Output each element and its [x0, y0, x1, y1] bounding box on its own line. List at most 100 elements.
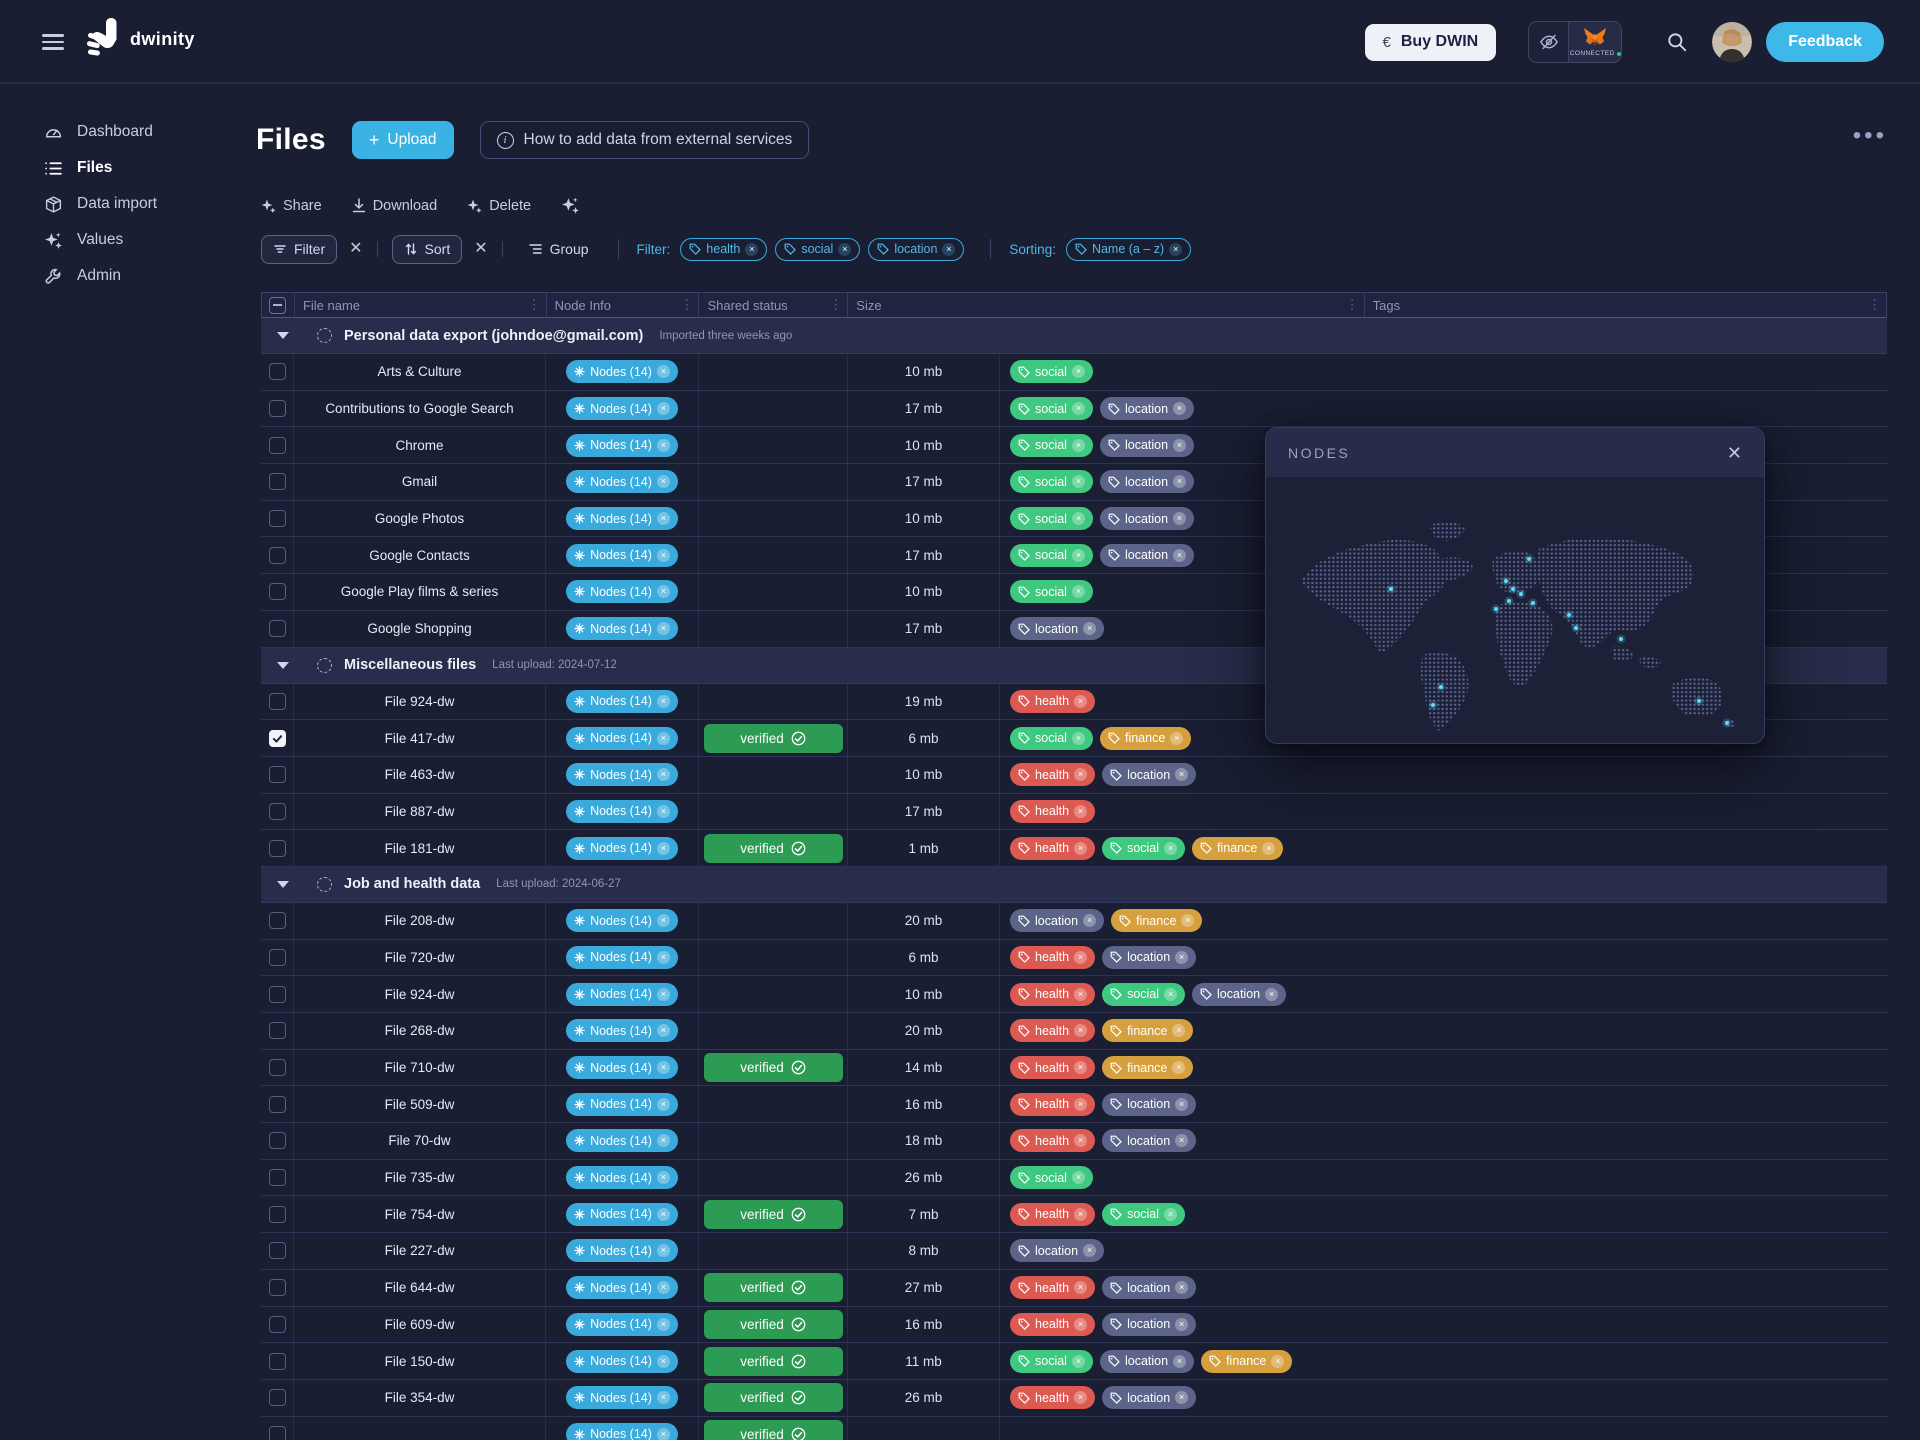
nodes-chip[interactable]: Nodes (14) ×	[566, 433, 678, 457]
remove-tag-icon[interactable]: ×	[1074, 987, 1088, 1001]
sidebar-item-admin[interactable]: Admin	[0, 258, 256, 294]
row-checkbox[interactable]	[268, 1389, 286, 1407]
row-checkbox[interactable]	[268, 583, 286, 601]
remove-tag-icon[interactable]: ×	[1071, 365, 1085, 379]
column-menu-icon[interactable]: ⋮	[1345, 297, 1359, 312]
filter-chip-social[interactable]: social ×	[775, 237, 861, 261]
tag-chip-social[interactable]: social ×	[1010, 397, 1093, 421]
tag-chip-location[interactable]: location ×	[1099, 1349, 1195, 1373]
tag-chip-social[interactable]: social ×	[1010, 1349, 1093, 1373]
column-menu-icon[interactable]: ⋮	[680, 297, 694, 312]
nodes-chip[interactable]: Nodes (14) ×	[566, 580, 678, 604]
remove-tag-icon[interactable]: ×	[1074, 950, 1088, 964]
remove-tag-icon[interactable]: ×	[1175, 1391, 1189, 1405]
remove-tag-icon[interactable]: ×	[1175, 1281, 1189, 1295]
nodes-chip[interactable]: Nodes (14) ×	[566, 1129, 678, 1153]
logo[interactable]: dwinity	[84, 16, 195, 62]
row-checkbox[interactable]	[268, 510, 286, 528]
nodes-chip[interactable]: Nodes (14) ×	[566, 763, 678, 787]
row-checkbox[interactable]	[268, 436, 286, 454]
remove-tag-icon[interactable]: ×	[1071, 1171, 1085, 1185]
remove-tag-icon[interactable]: ×	[1164, 987, 1178, 1001]
remove-tag-icon[interactable]: ×	[1071, 585, 1085, 599]
wallet-widget[interactable]: CONNECTED	[1528, 21, 1623, 63]
tag-chip-location[interactable]: location ×	[1102, 945, 1197, 969]
remove-chip-icon[interactable]: ×	[1169, 242, 1183, 256]
tag-chip-health[interactable]: health ×	[1010, 836, 1096, 860]
more-menu-icon[interactable]: •••	[1852, 122, 1887, 149]
buy-dwin-button[interactable]: € Buy DWIN	[1364, 23, 1497, 61]
sorting-chip[interactable]: Name (a – z) ×	[1065, 237, 1192, 261]
row-checkbox[interactable]	[268, 912, 286, 930]
nodes-chip[interactable]: Nodes (14) ×	[566, 1386, 678, 1410]
tag-chip-social[interactable]: social ×	[1010, 726, 1093, 750]
verified-status-button[interactable]: verified	[703, 723, 843, 753]
remove-tag-icon[interactable]: ×	[1071, 512, 1085, 526]
remove-nodes-icon[interactable]: ×	[656, 585, 670, 599]
tag-chip-social[interactable]: social ×	[1010, 543, 1093, 567]
upload-button[interactable]: + Upload	[351, 121, 454, 159]
remove-tag-icon[interactable]: ×	[1173, 1354, 1187, 1368]
clear-sort-icon[interactable]: ✕	[474, 240, 488, 257]
verified-status-button[interactable]: verified	[703, 1383, 843, 1413]
row-checkbox[interactable]	[268, 363, 286, 381]
remove-tag-icon[interactable]: ×	[1071, 475, 1085, 489]
tag-chip-location[interactable]: location ×	[1099, 433, 1195, 457]
nodes-chip[interactable]: Nodes (14) ×	[566, 360, 678, 384]
tag-chip-finance[interactable]: finance ×	[1201, 1349, 1293, 1373]
remove-tag-icon[interactable]: ×	[1074, 1024, 1088, 1038]
remove-nodes-icon[interactable]: ×	[656, 1354, 670, 1368]
tag-chip-location[interactable]: location ×	[1102, 1386, 1197, 1410]
tag-chip-social[interactable]: social ×	[1010, 1166, 1093, 1190]
remove-tag-icon[interactable]: ×	[1265, 987, 1279, 1001]
row-checkbox[interactable]	[268, 1059, 286, 1077]
tag-chip-location[interactable]: location ×	[1010, 617, 1105, 641]
row-checkbox[interactable]	[268, 1242, 286, 1260]
verified-status-button[interactable]: verified	[703, 833, 843, 863]
collapse-caret-icon[interactable]	[277, 880, 289, 888]
tag-chip-health[interactable]: health ×	[1010, 1386, 1096, 1410]
tag-chip-social[interactable]: social ×	[1010, 580, 1093, 604]
row-checkbox[interactable]	[268, 839, 286, 857]
remove-nodes-icon[interactable]: ×	[656, 512, 670, 526]
tag-chip-location[interactable]: location ×	[1192, 982, 1287, 1006]
share-action-button[interactable]: Share	[261, 198, 322, 214]
nodes-chip[interactable]: Nodes (14) ×	[566, 1019, 678, 1043]
info-banner-button[interactable]: i How to add data from external services	[479, 121, 810, 159]
tag-chip-health[interactable]: health ×	[1010, 799, 1096, 823]
remove-tag-icon[interactable]: ×	[1071, 731, 1085, 745]
column-menu-icon[interactable]: ⋮	[527, 297, 541, 312]
remove-nodes-icon[interactable]: ×	[656, 1244, 670, 1258]
remove-tag-icon[interactable]: ×	[1172, 1061, 1186, 1075]
tag-chip-location[interactable]: location ×	[1102, 1129, 1197, 1153]
tag-chip-location[interactable]: location ×	[1102, 1092, 1197, 1116]
nodes-chip[interactable]: Nodes (14) ×	[566, 726, 678, 750]
nodes-chip[interactable]: Nodes (14) ×	[566, 617, 678, 641]
remove-tag-icon[interactable]: ×	[1175, 768, 1189, 782]
remove-tag-icon[interactable]: ×	[1173, 512, 1187, 526]
remove-tag-icon[interactable]: ×	[1170, 731, 1184, 745]
tag-chip-location[interactable]: location ×	[1099, 543, 1195, 567]
remove-tag-icon[interactable]: ×	[1071, 548, 1085, 562]
remove-nodes-icon[interactable]: ×	[656, 1207, 670, 1221]
ai-sparkles-button[interactable]	[561, 196, 580, 215]
remove-nodes-icon[interactable]: ×	[656, 1097, 670, 1111]
tag-chip-location[interactable]: location ×	[1099, 507, 1195, 531]
remove-tag-icon[interactable]: ×	[1071, 402, 1085, 416]
remove-nodes-icon[interactable]: ×	[656, 1391, 670, 1405]
remove-nodes-icon[interactable]: ×	[656, 731, 670, 745]
row-checkbox[interactable]	[268, 985, 286, 1003]
verified-status-button[interactable]: verified	[703, 1199, 843, 1229]
nodes-chip[interactable]: Nodes (14) ×	[566, 507, 678, 531]
remove-tag-icon[interactable]: ×	[1181, 914, 1195, 928]
remove-nodes-icon[interactable]: ×	[656, 914, 670, 928]
tag-chip-social[interactable]: social ×	[1010, 507, 1093, 531]
nodes-chip[interactable]: Nodes (14) ×	[566, 543, 678, 567]
tag-chip-location[interactable]: location ×	[1102, 1312, 1197, 1336]
remove-tag-icon[interactable]: ×	[1175, 950, 1189, 964]
tag-chip-health[interactable]: health ×	[1010, 763, 1096, 787]
remove-tag-icon[interactable]: ×	[1074, 1061, 1088, 1075]
tag-chip-health[interactable]: health ×	[1010, 1019, 1096, 1043]
tag-chip-health[interactable]: health ×	[1010, 689, 1096, 713]
tag-chip-location[interactable]: location ×	[1099, 470, 1195, 494]
